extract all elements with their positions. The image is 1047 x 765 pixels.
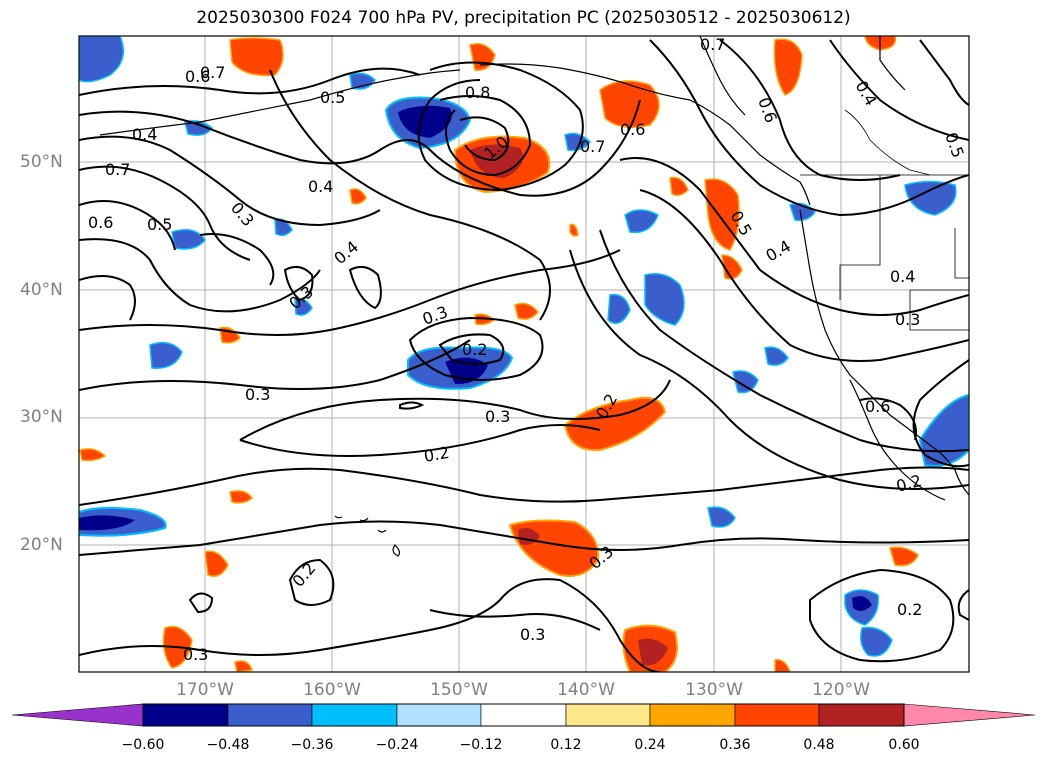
colorbar-tick: 0.48 <box>803 737 835 753</box>
contour-label: 0.3 <box>183 645 208 664</box>
colorbar-tick: −0.36 <box>290 737 334 753</box>
colorbar-tick: −0.60 <box>121 737 165 753</box>
colorbar-segment <box>11 703 144 727</box>
colorbar-segment <box>818 703 905 727</box>
contour-label: 0.3 <box>520 625 545 644</box>
lat-label-20n: 20°N <box>20 535 63 555</box>
colorbar-tick: 0.36 <box>719 737 751 753</box>
contour-label: 0.6 <box>865 397 890 416</box>
contour-label: 0.6 <box>88 213 113 232</box>
negative-precip-areas <box>79 36 969 657</box>
colorbar-tick: −0.12 <box>459 737 503 753</box>
positive-precip-areas <box>79 36 919 672</box>
lat-label-30n: 30°N <box>20 407 63 427</box>
pv-contours <box>79 39 969 672</box>
colorbar-segment <box>565 703 651 727</box>
colorbar-segment <box>903 703 1036 727</box>
contour-label: 0.8 <box>465 83 490 102</box>
colorbar-segment <box>734 703 820 727</box>
colorbar <box>11 703 1036 727</box>
contour-label: 0.7 <box>700 35 725 54</box>
contour-label: 0.7 <box>580 137 605 156</box>
lon-label-140w: 140°W <box>557 680 615 700</box>
map-title: 2025030300 F024 700 hPa PV, precipitatio… <box>196 8 851 28</box>
contour-label: 0.2 <box>897 600 922 619</box>
lat-label-40n: 40°N <box>20 280 63 300</box>
contour-label: 0.2 <box>422 443 450 466</box>
contour-label: 0.6 <box>185 67 210 86</box>
lon-label-120w: 120°W <box>812 680 870 700</box>
lon-label-170w: 170°W <box>176 680 234 700</box>
borders <box>800 109 969 331</box>
colorbar-tick: −0.48 <box>206 737 250 753</box>
contour-label: 0.7 <box>200 63 225 82</box>
colorbar-segment <box>396 703 482 727</box>
contour-label: 0.4 <box>890 267 915 286</box>
lat-label-50n: 50°N <box>20 152 63 172</box>
colorbar-tick: 0.60 <box>888 737 920 753</box>
colorbar-segment <box>311 703 398 727</box>
lon-label-130w: 130°W <box>685 680 743 700</box>
contour-label: 0.2 <box>462 340 487 359</box>
contour-label: 0.5 <box>320 88 345 107</box>
contour-label: 0.3 <box>485 407 510 426</box>
contour-label: 0.6 <box>620 120 645 139</box>
contour-label: 0.4 <box>308 177 333 196</box>
contour-label: 0.5 <box>147 215 172 234</box>
lon-label-150w: 150°W <box>430 680 488 700</box>
colorbar-tick: 0.24 <box>634 737 666 753</box>
contour-label: 0.3 <box>245 385 270 404</box>
coastlines <box>99 36 969 557</box>
colorbar-segment <box>227 703 313 727</box>
colorbar-segment <box>142 703 229 727</box>
colorbar-segment <box>649 703 736 727</box>
colorbar-segment <box>480 703 567 727</box>
contour-label: 0.3 <box>895 310 920 329</box>
colorbar-tick: 0.12 <box>550 737 582 753</box>
colorbar-tick: −0.24 <box>375 737 419 753</box>
contour-label: 0.7 <box>105 160 130 179</box>
map-plot: 0.7 0.6 0.5 0.4 0.3 0.8 1.0 0.7 0.6 0.4 … <box>78 35 970 673</box>
lon-label-160w: 160°W <box>303 680 361 700</box>
contour-label: 0.4 <box>132 125 157 144</box>
